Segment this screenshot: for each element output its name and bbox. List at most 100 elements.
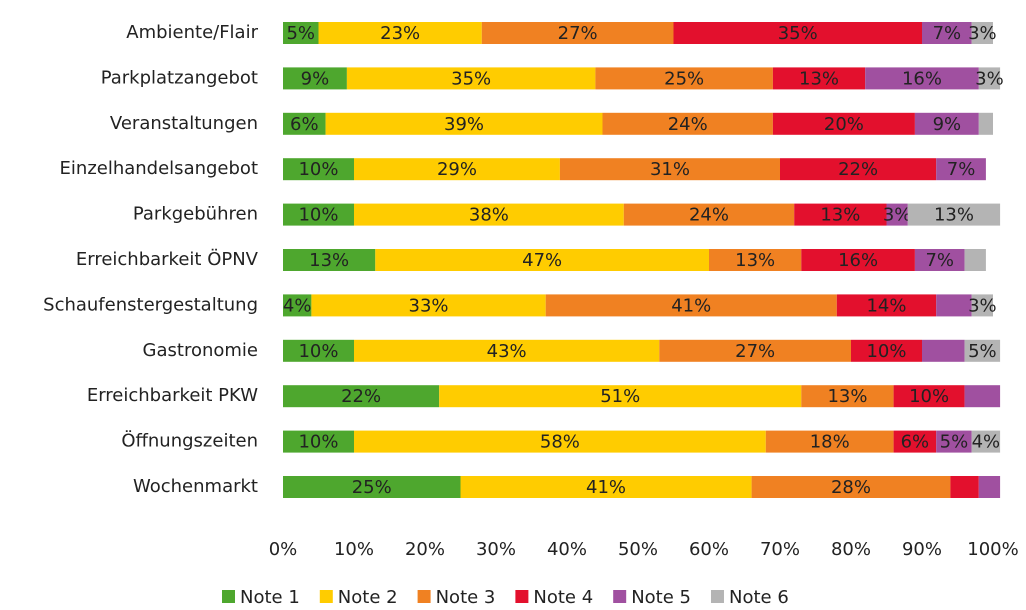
data-label: 27% (558, 23, 598, 44)
legend-swatch (613, 590, 627, 603)
category-label: Wochenmarkt (133, 476, 258, 497)
bar-segment (354, 339, 660, 362)
data-label: 16% (838, 250, 878, 271)
x-tick-label: 20% (405, 539, 445, 560)
category-label: Veranstaltungen (110, 113, 258, 134)
bar-segment (971, 22, 993, 44)
bar-segment (283, 22, 319, 44)
x-tick-label: 30% (476, 539, 516, 560)
data-label: 7% (925, 250, 954, 271)
bar-segment (936, 430, 972, 453)
bar-segment (283, 112, 326, 135)
bar-segment (659, 339, 851, 362)
bar-segment (283, 476, 461, 498)
x-tick-label: 40% (547, 539, 587, 560)
x-tick-label: 80% (831, 539, 871, 560)
data-label: 3% (968, 295, 997, 316)
data-label: 28% (831, 477, 871, 498)
category-label: Ambiente/Flair (126, 22, 258, 43)
data-label: 39% (444, 114, 484, 135)
bar-segment (893, 430, 937, 453)
bar-segment (964, 249, 986, 271)
category-label: Schaufenstergestaltung (43, 294, 258, 315)
x-tick-label: 90% (902, 539, 942, 560)
data-label: 3% (968, 23, 997, 44)
bar-segment (354, 203, 624, 226)
data-label: 5% (968, 341, 997, 362)
legend-label: Note 6 (729, 587, 789, 608)
data-label: 41% (586, 477, 626, 498)
bar-segment (439, 385, 802, 408)
data-label: 22% (341, 386, 381, 407)
data-label: 25% (664, 68, 704, 89)
category-label: Parkgebühren (133, 204, 258, 225)
bar-segment (907, 203, 1001, 226)
bar-segment (978, 112, 993, 135)
legend-swatch (515, 590, 529, 603)
data-label: 24% (668, 114, 708, 135)
data-label: 14% (866, 295, 906, 316)
data-label: 31% (650, 159, 690, 180)
bar-segment (354, 158, 560, 181)
data-label: 35% (451, 68, 491, 89)
legend-swatch (222, 590, 235, 603)
data-label: 18% (810, 432, 850, 453)
bar-segment (283, 249, 376, 271)
bar-segment (851, 339, 922, 362)
x-tick-label: 70% (760, 539, 800, 560)
x-tick-label: 10% (334, 539, 374, 560)
data-label: 13% (934, 205, 974, 226)
bar-segment (481, 22, 674, 44)
bar-segment (283, 203, 354, 226)
legend-swatch (710, 590, 724, 603)
bar-segment (311, 294, 546, 317)
legend-label: Note 3 (436, 587, 496, 608)
data-label: 27% (735, 341, 775, 362)
category-label: Erreichbarkeit PKW (87, 385, 258, 406)
data-label: 58% (540, 432, 580, 453)
bar-segment (964, 385, 1001, 408)
data-label: 13% (827, 386, 867, 407)
bar-segment (978, 67, 1001, 90)
data-label: 51% (600, 386, 640, 407)
bar-segment (978, 476, 1001, 498)
bar-segment (772, 67, 866, 90)
bar-segment (801, 385, 894, 408)
bar-segment (914, 249, 965, 271)
bar-segment (283, 385, 440, 408)
bar-segment (318, 22, 482, 44)
bar-segment (460, 476, 752, 498)
bar-segment (623, 203, 795, 226)
data-label: 35% (778, 23, 818, 44)
data-label: 29% (437, 159, 477, 180)
bar-segment (602, 112, 773, 135)
data-label: 10% (298, 432, 338, 453)
data-label: 10% (298, 341, 338, 362)
bar-segment (794, 203, 887, 226)
bar-segment (283, 67, 347, 90)
bar-segment (283, 339, 354, 362)
bar-segment (325, 112, 603, 135)
category-label: Einzelhandelsangebot (60, 158, 258, 179)
bar-segment (375, 249, 709, 271)
data-label: 10% (298, 159, 338, 180)
bar-segment (914, 112, 979, 135)
bar-segment (886, 203, 908, 226)
bar-segment (950, 476, 979, 498)
x-tick-label: 100% (967, 539, 1018, 560)
data-label: 10% (909, 386, 949, 407)
bar-segment (751, 476, 951, 498)
legend-label: Note 2 (338, 587, 398, 608)
data-label: 41% (671, 295, 711, 316)
data-label: 22% (838, 159, 878, 180)
legend-label: Note 1 (240, 587, 300, 608)
bar-segment (865, 67, 979, 90)
data-label: 4% (972, 432, 1001, 453)
bar-segment (283, 158, 354, 181)
bar-segment (545, 294, 837, 317)
data-label: 5% (286, 23, 315, 44)
bar-segment (772, 112, 915, 135)
data-label: 4% (283, 295, 312, 316)
bar-segment (559, 158, 780, 181)
data-label: 13% (820, 205, 860, 226)
